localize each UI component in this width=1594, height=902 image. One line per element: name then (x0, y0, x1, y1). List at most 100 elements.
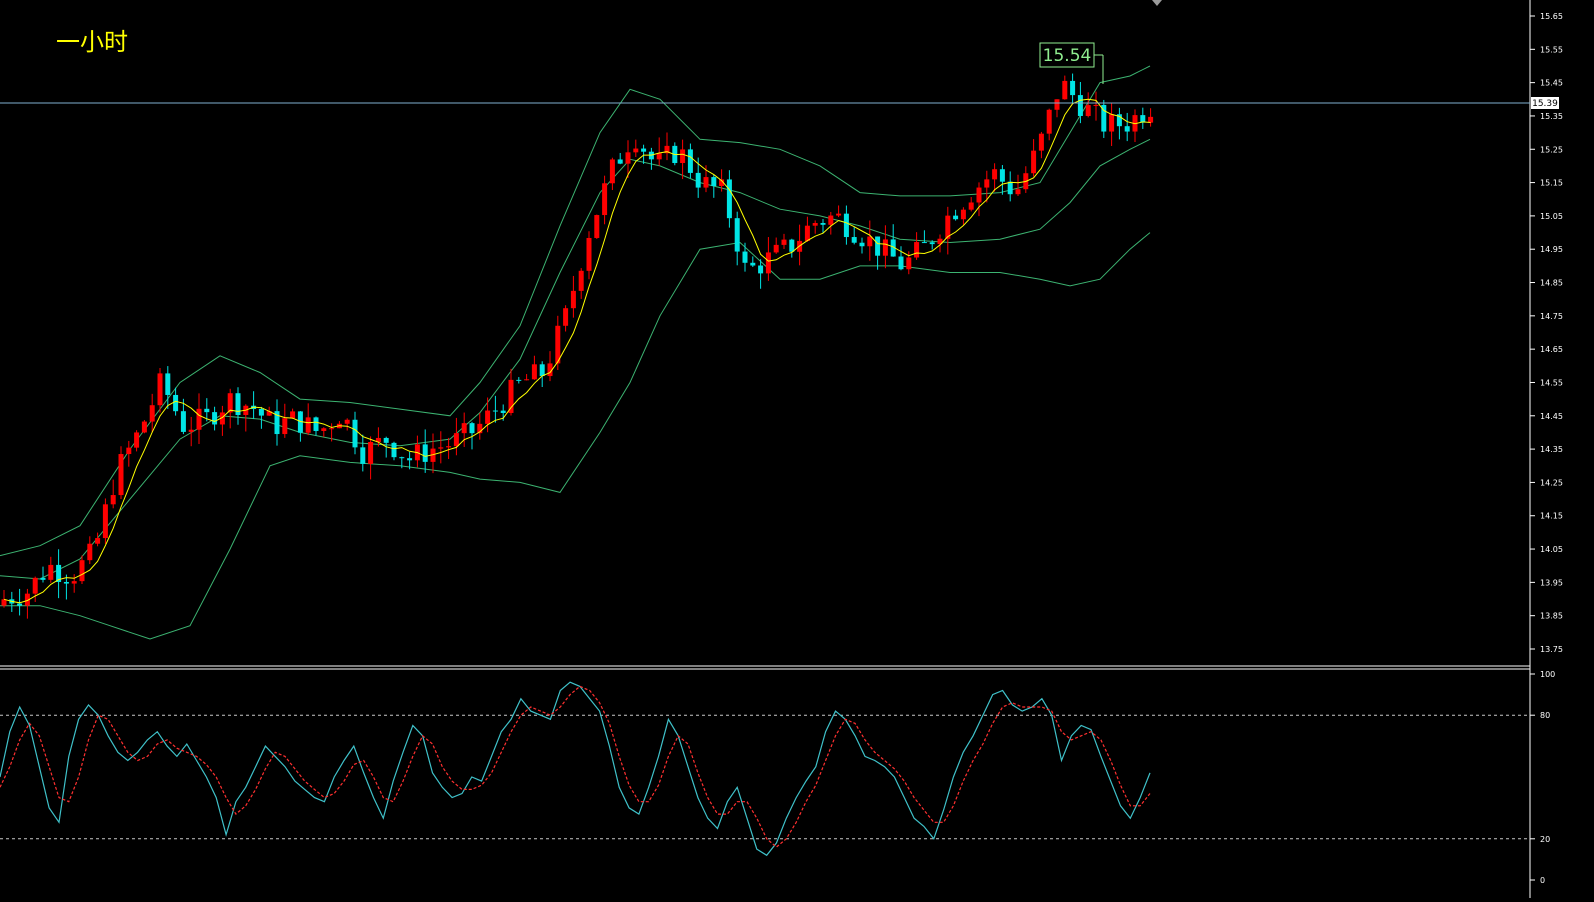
candle-body (750, 262, 756, 266)
candle-body (360, 447, 366, 464)
candle-body (180, 411, 186, 432)
candle-body (438, 447, 444, 449)
candle-body (407, 458, 413, 461)
stoch-d-line (0, 685, 1151, 848)
candle-body (804, 225, 810, 241)
candle-body (290, 411, 296, 419)
candle-body (63, 581, 69, 584)
candle-body (87, 543, 93, 561)
candle-body (1101, 104, 1107, 132)
price-tick-label: 15.65 (1540, 12, 1563, 21)
candle-body (719, 179, 725, 187)
candle-body (141, 421, 147, 433)
candle-body (828, 215, 834, 225)
candle-body (1109, 114, 1115, 132)
candle-body (71, 581, 77, 584)
candle-body (500, 410, 506, 413)
chart-frame (0, 0, 1531, 898)
price-tick-label: 13.95 (1540, 578, 1563, 587)
candle-body (344, 419, 350, 424)
scroll-marker-icon[interactable] (1152, 0, 1162, 6)
candle-body (555, 325, 561, 364)
candle-body (492, 410, 498, 412)
overlay-labels: 一小时 15.54 15.39 (0, 28, 1559, 109)
candle-body (789, 239, 795, 252)
candle-body (680, 149, 686, 164)
candle-body (633, 148, 639, 153)
candle-body (594, 215, 600, 238)
candle-body (1124, 126, 1130, 132)
candle-body (32, 577, 38, 594)
candle-body (586, 237, 592, 271)
candle-body (921, 242, 927, 244)
price-tick-label: 14.75 (1540, 312, 1563, 321)
candle-body (477, 423, 483, 434)
candle-body (734, 218, 740, 252)
candle-body (110, 495, 116, 505)
candle-body (968, 202, 974, 210)
candle-body (48, 564, 54, 580)
candle-body (157, 373, 163, 406)
candle-body (578, 270, 584, 291)
candle-body (297, 411, 303, 433)
candle-body (282, 418, 288, 435)
price-tick-label: 14.05 (1540, 545, 1563, 554)
price-tick-label: 15.45 (1540, 79, 1563, 88)
stoch-tick-label: 100 (1540, 670, 1555, 679)
price-tick-label: 14.45 (1540, 412, 1563, 421)
high-marker-label: 15.54 (1043, 46, 1092, 66)
candle-body (149, 405, 155, 422)
price-tick-label: 15.35 (1540, 112, 1563, 121)
candle-body (875, 236, 881, 256)
candle-body (656, 153, 662, 160)
stochastic-panel: 100 80 20 0 (0, 670, 1555, 885)
candle-body (227, 393, 233, 413)
timeframe-label: 一小时 (56, 28, 128, 56)
candle-body (1085, 105, 1091, 116)
candle-body (1054, 99, 1060, 110)
candle-body (329, 428, 335, 430)
candle-body (1046, 109, 1052, 134)
candle-body (485, 410, 491, 424)
candle-body (461, 423, 467, 434)
candle-body (843, 213, 849, 238)
candle-body (765, 252, 771, 274)
candle-body (992, 169, 998, 180)
candle-body (929, 242, 935, 245)
candle-body (1038, 133, 1044, 151)
candle-body (867, 236, 873, 247)
price-tick-label: 13.75 (1540, 645, 1563, 654)
candle-body (664, 145, 670, 154)
candle-body (508, 379, 514, 413)
candle-body (898, 256, 904, 270)
candle-body (773, 244, 779, 253)
candle-body (781, 239, 787, 245)
candle-body (399, 457, 405, 459)
candle-body (274, 411, 280, 435)
candle-body (820, 223, 826, 225)
price-tick-label: 15.15 (1540, 179, 1563, 188)
price-tick-label: 14.95 (1540, 245, 1563, 254)
price-tick-label: 14.55 (1540, 378, 1563, 387)
candle-body (742, 251, 748, 263)
candle-body (703, 177, 709, 188)
price-tick-label: 14.85 (1540, 279, 1563, 288)
candle-body (547, 363, 553, 377)
candle-body (758, 265, 764, 274)
candle-body (196, 408, 202, 430)
price-tick-label: 14.15 (1540, 512, 1563, 521)
candle-body (258, 409, 264, 416)
candle-body (570, 290, 576, 309)
candle-body (79, 560, 85, 582)
candle-body (1148, 116, 1154, 123)
candle-body (1077, 95, 1083, 116)
candle-body (17, 603, 23, 606)
candle-body (453, 433, 459, 447)
candle-body (937, 238, 943, 245)
candle-body (960, 209, 966, 220)
candle-body (188, 429, 194, 432)
candle-body (1093, 104, 1099, 106)
candle-body (391, 442, 397, 458)
price-tick-label: 15.55 (1540, 45, 1563, 54)
candle-body (524, 379, 530, 381)
